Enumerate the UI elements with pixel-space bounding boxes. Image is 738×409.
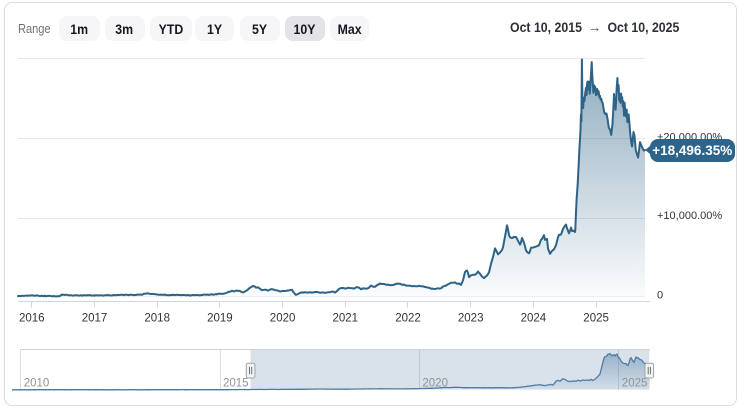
svg-text:2023: 2023	[458, 313, 484, 325]
svg-text:2022: 2022	[395, 313, 421, 325]
svg-text:2010: 2010	[24, 378, 50, 390]
svg-text:2025: 2025	[583, 313, 609, 325]
svg-text:2020: 2020	[270, 313, 296, 325]
svg-text:2020: 2020	[422, 378, 448, 390]
svg-text:+10,000.00%: +10,000.00%	[657, 210, 722, 222]
svg-text:2021: 2021	[333, 313, 359, 325]
svg-text:2017: 2017	[82, 313, 108, 325]
svg-text:2016: 2016	[19, 313, 45, 325]
svg-text:2024: 2024	[521, 313, 547, 325]
svg-text:2015: 2015	[223, 378, 249, 390]
svg-text:2019: 2019	[207, 313, 233, 325]
svg-text:2025: 2025	[622, 378, 648, 390]
svg-text:0: 0	[657, 290, 663, 302]
svg-text:2018: 2018	[144, 313, 170, 325]
